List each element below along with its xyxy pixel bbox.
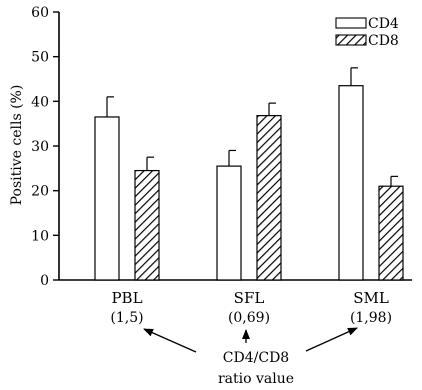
y-tick-label: 40 [31, 94, 49, 110]
legend-swatch-cd8 [335, 34, 367, 46]
bar-cd4-pbl [94, 116, 120, 281]
legend-swatch-cd4 [335, 17, 367, 29]
y-axis-label: Positive cells (%) [9, 85, 25, 206]
annotation-line-2: ratio value [218, 371, 294, 387]
y-tick-label: 20 [31, 184, 49, 200]
annotation-line-1: CD4/CD8 [223, 350, 289, 366]
bars-group [94, 67, 404, 281]
bar-cd8-sfl [256, 115, 282, 281]
ratio-label-sml: (1,98) [350, 310, 392, 326]
legend-label-cd4: CD4 [368, 16, 399, 32]
category-labels: PBL (1,5) SFL (0,69) SML (1,98) [110, 289, 392, 326]
category-label-pbl: PBL [111, 289, 142, 307]
ratio-label-sfl: (0,69) [228, 310, 270, 326]
bar-cd4-sml [338, 85, 364, 281]
arrow-to-pbl [143, 328, 197, 353]
ratio-label-pbl: (1,5) [110, 310, 143, 326]
arrow-to-sml [305, 327, 358, 352]
bar-cd4-sfl [216, 165, 242, 281]
y-tick-label: 60 [31, 5, 49, 21]
y-tick-label: 0 [40, 273, 49, 289]
category-label-sfl: SFL [234, 289, 265, 307]
y-tick-label: 10 [31, 228, 49, 244]
legend-label-cd8: CD8 [368, 33, 399, 49]
ratio-annotation: CD4/CD8 ratio value [143, 327, 358, 387]
bar-cd8-pbl [134, 169, 160, 281]
bar-cd8-sml [378, 185, 404, 281]
y-tick-label: 50 [31, 50, 49, 66]
category-label-sml: SML [353, 289, 389, 307]
y-tick-label: 30 [31, 139, 49, 155]
